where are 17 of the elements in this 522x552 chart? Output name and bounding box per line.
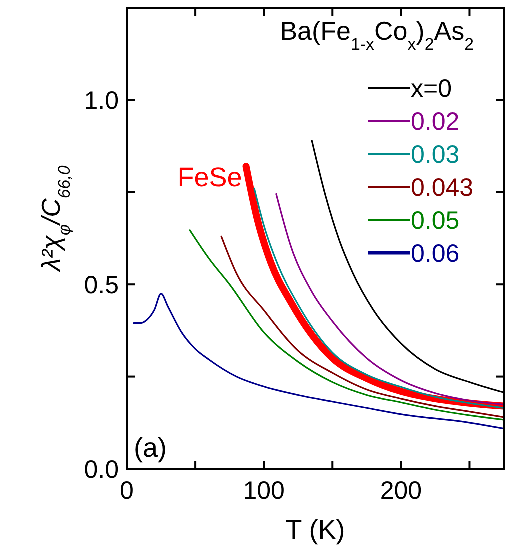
legend-label: 0.043 — [411, 174, 474, 202]
y-tick-label: 0.0 — [84, 456, 119, 484]
line-series — [133, 293, 504, 430]
annotation: (a) — [134, 433, 167, 463]
x-axis-title: T (K) — [286, 515, 346, 545]
legend-label: 0.05 — [411, 207, 460, 235]
y-tick-label: 0.5 — [84, 272, 119, 300]
y-tick-label: 1.0 — [84, 87, 119, 116]
x-tick-label: 0 — [120, 477, 134, 505]
legend-label: 0.02 — [411, 108, 460, 136]
x-tick-label: 100 — [243, 477, 285, 505]
legend-title: Ba(Fe$_{1-x}$Co$_{x}$)$_{2}$As$_{2}$ — [280, 16, 474, 54]
legend-label: x=0 — [411, 75, 452, 103]
legend-label: 0.03 — [411, 141, 460, 169]
x-tick-label: 200 — [380, 477, 422, 505]
legend-label: 0.06 — [411, 240, 460, 268]
series-label: FeSe — [178, 162, 242, 193]
